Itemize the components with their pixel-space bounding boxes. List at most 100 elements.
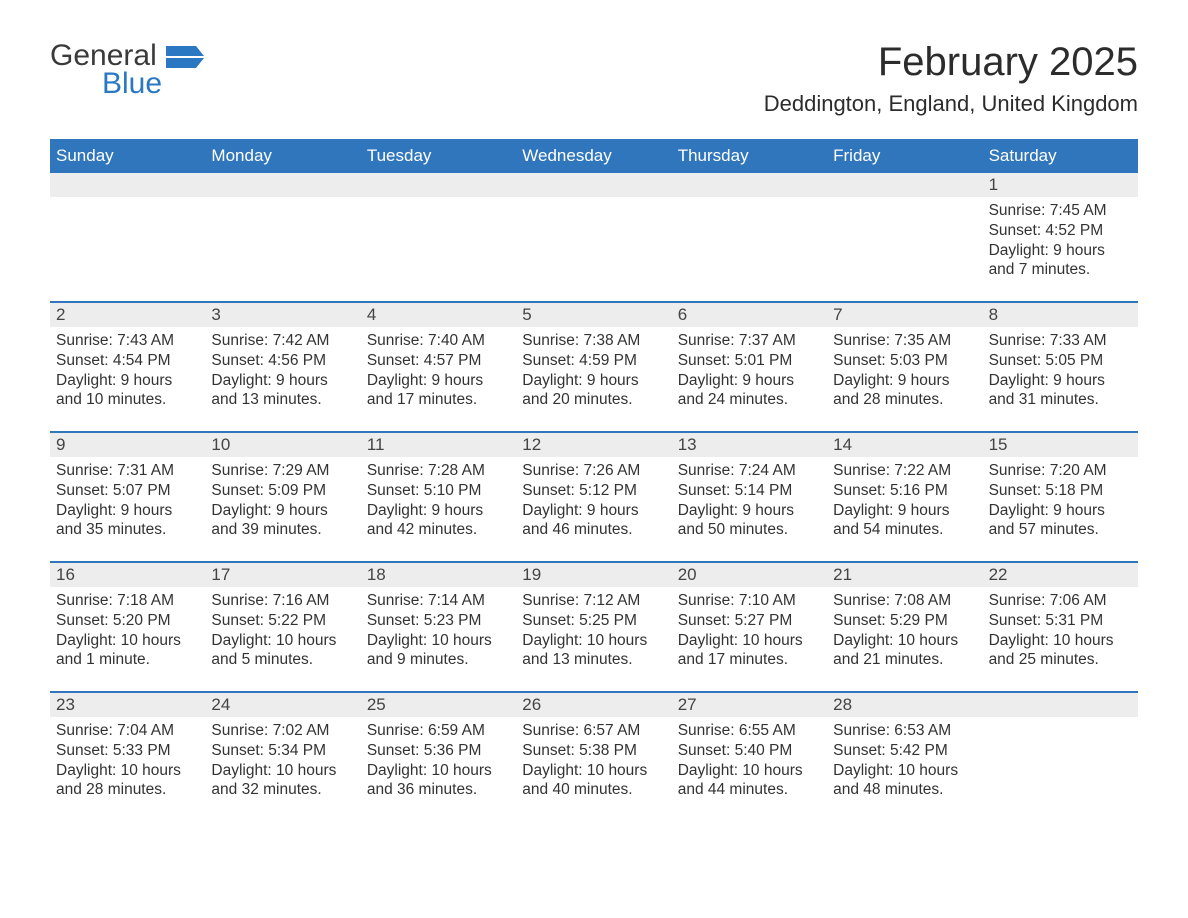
sunrise-text: Sunrise: 7:06 AM xyxy=(989,591,1132,611)
daylight-text: Daylight: 10 hours and 28 minutes. xyxy=(56,761,199,801)
day-number xyxy=(516,173,671,197)
day-number xyxy=(672,173,827,197)
day-cell: 24Sunrise: 7:02 AMSunset: 5:34 PMDayligh… xyxy=(205,693,360,821)
daylight-text: Daylight: 9 hours and 17 minutes. xyxy=(367,371,510,411)
day-details: Sunrise: 7:37 AMSunset: 5:01 PMDaylight:… xyxy=(672,327,827,420)
sunset-text: Sunset: 5:18 PM xyxy=(989,481,1132,501)
day-cell: 5Sunrise: 7:38 AMSunset: 4:59 PMDaylight… xyxy=(516,303,671,431)
sunrise-text: Sunrise: 7:04 AM xyxy=(56,721,199,741)
day-details: Sunrise: 7:45 AMSunset: 4:52 PMDaylight:… xyxy=(983,197,1138,290)
sunset-text: Sunset: 5:07 PM xyxy=(56,481,199,501)
sunset-text: Sunset: 5:03 PM xyxy=(833,351,976,371)
sunset-text: Sunset: 5:23 PM xyxy=(367,611,510,631)
day-details xyxy=(361,197,516,211)
day-cell: 11Sunrise: 7:28 AMSunset: 5:10 PMDayligh… xyxy=(361,433,516,561)
day-cell: 3Sunrise: 7:42 AMSunset: 4:56 PMDaylight… xyxy=(205,303,360,431)
day-cell: 10Sunrise: 7:29 AMSunset: 5:09 PMDayligh… xyxy=(205,433,360,561)
day-cell: 25Sunrise: 6:59 AMSunset: 5:36 PMDayligh… xyxy=(361,693,516,821)
sunrise-text: Sunrise: 7:02 AM xyxy=(211,721,354,741)
day-number xyxy=(361,173,516,197)
daylight-text: Daylight: 10 hours and 44 minutes. xyxy=(678,761,821,801)
logo-text-blue: Blue xyxy=(102,68,162,100)
day-number: 26 xyxy=(516,693,671,717)
sunset-text: Sunset: 4:57 PM xyxy=(367,351,510,371)
sunset-text: Sunset: 5:38 PM xyxy=(522,741,665,761)
sunrise-text: Sunrise: 6:57 AM xyxy=(522,721,665,741)
day-details xyxy=(672,197,827,211)
sunrise-text: Sunrise: 6:53 AM xyxy=(833,721,976,741)
week-row: 2Sunrise: 7:43 AMSunset: 4:54 PMDaylight… xyxy=(50,301,1138,431)
day-details: Sunrise: 7:20 AMSunset: 5:18 PMDaylight:… xyxy=(983,457,1138,550)
day-details: Sunrise: 7:31 AMSunset: 5:07 PMDaylight:… xyxy=(50,457,205,550)
daylight-text: Daylight: 9 hours and 54 minutes. xyxy=(833,501,976,541)
day-cell xyxy=(827,173,982,301)
sunrise-text: Sunrise: 7:14 AM xyxy=(367,591,510,611)
sunset-text: Sunset: 5:09 PM xyxy=(211,481,354,501)
day-cell: 15Sunrise: 7:20 AMSunset: 5:18 PMDayligh… xyxy=(983,433,1138,561)
daylight-text: Daylight: 9 hours and 50 minutes. xyxy=(678,501,821,541)
day-details: Sunrise: 7:04 AMSunset: 5:33 PMDaylight:… xyxy=(50,717,205,810)
sunset-text: Sunset: 5:14 PM xyxy=(678,481,821,501)
day-number: 17 xyxy=(205,563,360,587)
day-number: 15 xyxy=(983,433,1138,457)
sunset-text: Sunset: 5:34 PM xyxy=(211,741,354,761)
daylight-text: Daylight: 9 hours and 10 minutes. xyxy=(56,371,199,411)
day-details: Sunrise: 6:55 AMSunset: 5:40 PMDaylight:… xyxy=(672,717,827,810)
day-details: Sunrise: 6:57 AMSunset: 5:38 PMDaylight:… xyxy=(516,717,671,810)
location-subtitle: Deddington, England, United Kingdom xyxy=(764,91,1138,117)
daylight-text: Daylight: 9 hours and 42 minutes. xyxy=(367,501,510,541)
sunset-text: Sunset: 5:25 PM xyxy=(522,611,665,631)
sunrise-text: Sunrise: 7:24 AM xyxy=(678,461,821,481)
daylight-text: Daylight: 9 hours and 20 minutes. xyxy=(522,371,665,411)
sunrise-text: Sunrise: 7:40 AM xyxy=(367,331,510,351)
day-cell: 14Sunrise: 7:22 AMSunset: 5:16 PMDayligh… xyxy=(827,433,982,561)
day-number: 10 xyxy=(205,433,360,457)
sunrise-text: Sunrise: 7:18 AM xyxy=(56,591,199,611)
day-details: Sunrise: 7:33 AMSunset: 5:05 PMDaylight:… xyxy=(983,327,1138,420)
day-number: 7 xyxy=(827,303,982,327)
day-cell: 18Sunrise: 7:14 AMSunset: 5:23 PMDayligh… xyxy=(361,563,516,691)
sunset-text: Sunset: 5:36 PM xyxy=(367,741,510,761)
weekday-header: Wednesday xyxy=(516,139,671,173)
day-cell: 27Sunrise: 6:55 AMSunset: 5:40 PMDayligh… xyxy=(672,693,827,821)
sunrise-text: Sunrise: 7:10 AM xyxy=(678,591,821,611)
day-cell: 6Sunrise: 7:37 AMSunset: 5:01 PMDaylight… xyxy=(672,303,827,431)
day-cell: 17Sunrise: 7:16 AMSunset: 5:22 PMDayligh… xyxy=(205,563,360,691)
sunrise-text: Sunrise: 7:33 AM xyxy=(989,331,1132,351)
month-title: February 2025 xyxy=(764,40,1138,85)
sunrise-text: Sunrise: 7:35 AM xyxy=(833,331,976,351)
day-cell: 1Sunrise: 7:45 AMSunset: 4:52 PMDaylight… xyxy=(983,173,1138,301)
sunrise-text: Sunrise: 7:20 AM xyxy=(989,461,1132,481)
day-number: 22 xyxy=(983,563,1138,587)
daylight-text: Daylight: 10 hours and 5 minutes. xyxy=(211,631,354,671)
sunrise-text: Sunrise: 7:29 AM xyxy=(211,461,354,481)
sunrise-text: Sunrise: 7:26 AM xyxy=(522,461,665,481)
sunset-text: Sunset: 5:16 PM xyxy=(833,481,976,501)
daylight-text: Daylight: 9 hours and 13 minutes. xyxy=(211,371,354,411)
daylight-text: Daylight: 9 hours and 28 minutes. xyxy=(833,371,976,411)
sunset-text: Sunset: 4:59 PM xyxy=(522,351,665,371)
day-number: 28 xyxy=(827,693,982,717)
day-details: Sunrise: 7:24 AMSunset: 5:14 PMDaylight:… xyxy=(672,457,827,550)
day-number: 23 xyxy=(50,693,205,717)
sunset-text: Sunset: 5:31 PM xyxy=(989,611,1132,631)
day-number: 5 xyxy=(516,303,671,327)
day-details: Sunrise: 7:06 AMSunset: 5:31 PMDaylight:… xyxy=(983,587,1138,680)
daylight-text: Daylight: 10 hours and 48 minutes. xyxy=(833,761,976,801)
day-cell xyxy=(361,173,516,301)
day-number: 20 xyxy=(672,563,827,587)
day-details: Sunrise: 7:10 AMSunset: 5:27 PMDaylight:… xyxy=(672,587,827,680)
logo: General Blue xyxy=(50,40,206,99)
sunrise-text: Sunrise: 7:28 AM xyxy=(367,461,510,481)
day-number: 24 xyxy=(205,693,360,717)
sunset-text: Sunset: 5:12 PM xyxy=(522,481,665,501)
sunset-text: Sunset: 5:27 PM xyxy=(678,611,821,631)
sunrise-text: Sunrise: 7:22 AM xyxy=(833,461,976,481)
day-cell xyxy=(672,173,827,301)
sunset-text: Sunset: 4:54 PM xyxy=(56,351,199,371)
daylight-text: Daylight: 9 hours and 57 minutes. xyxy=(989,501,1132,541)
day-details: Sunrise: 7:40 AMSunset: 4:57 PMDaylight:… xyxy=(361,327,516,420)
day-cell: 16Sunrise: 7:18 AMSunset: 5:20 PMDayligh… xyxy=(50,563,205,691)
day-cell xyxy=(205,173,360,301)
sunset-text: Sunset: 5:01 PM xyxy=(678,351,821,371)
